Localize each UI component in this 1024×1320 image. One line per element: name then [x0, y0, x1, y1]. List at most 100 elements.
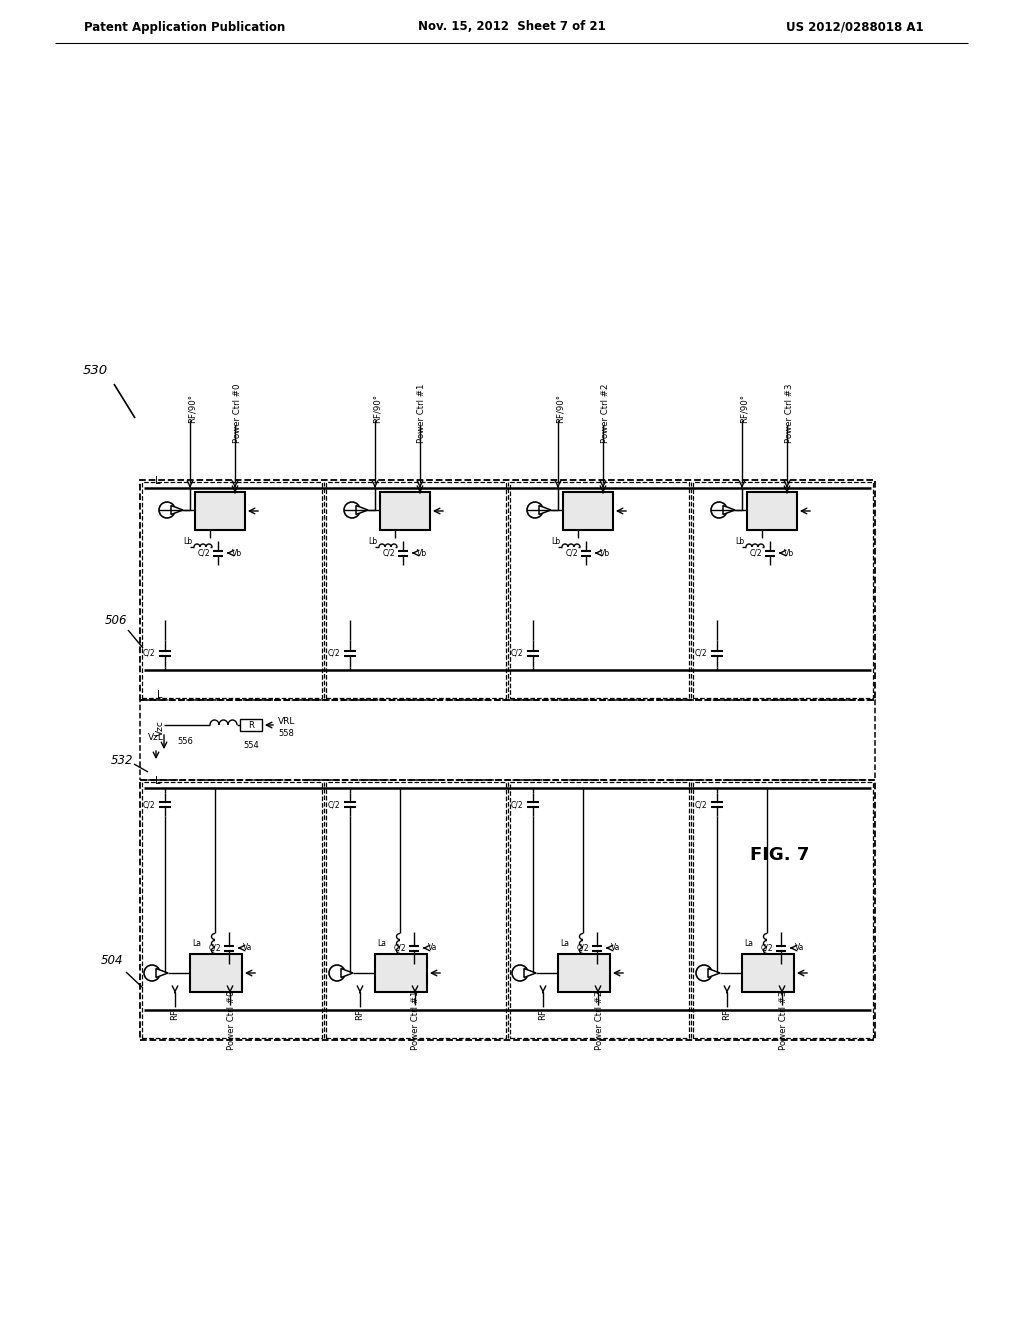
Bar [142, 781, 322, 1038]
Circle shape [711, 502, 727, 517]
Polygon shape [723, 506, 735, 515]
Text: Lb: Lb [551, 537, 560, 546]
Text: C/2: C/2 [750, 549, 762, 557]
Circle shape [329, 965, 345, 981]
Bar [140, 700, 874, 780]
Bar [693, 781, 873, 1038]
Text: Power Ctrl #0: Power Ctrl #0 [232, 383, 242, 442]
Text: VzL: VzL [148, 734, 164, 742]
Text: Lb: Lb [183, 537, 193, 546]
Text: C/2: C/2 [142, 800, 155, 809]
Text: FIG. 7: FIG. 7 [751, 846, 810, 865]
Text: Va: Va [795, 944, 805, 953]
Text: Vb: Vb [417, 549, 427, 557]
Text: R: R [248, 721, 254, 730]
Bar [326, 482, 506, 698]
Text: 506: 506 [104, 614, 127, 627]
Text: C/2: C/2 [694, 800, 707, 809]
Bar [380, 492, 430, 531]
Bar [142, 482, 322, 698]
Polygon shape [171, 506, 183, 515]
Polygon shape [708, 969, 720, 978]
Bar [190, 954, 242, 993]
Text: Vzc: Vzc [156, 721, 165, 737]
Text: L: L [158, 690, 163, 700]
Text: Va: Va [428, 944, 437, 953]
Text: La: La [193, 939, 201, 948]
Bar [240, 719, 262, 731]
Text: Lb: Lb [368, 537, 377, 546]
Text: C/2: C/2 [761, 944, 773, 953]
Text: 530: 530 [83, 363, 108, 376]
Circle shape [159, 502, 175, 517]
Bar [140, 780, 874, 1040]
Text: C/2: C/2 [142, 649, 155, 657]
Circle shape [512, 965, 528, 981]
Bar [510, 482, 689, 698]
Text: VRL: VRL [278, 717, 295, 726]
Text: Vb: Vb [784, 549, 795, 557]
Text: Power Ctrl #1: Power Ctrl #1 [418, 383, 427, 442]
Text: Power Ctrl #1: Power Ctrl #1 [412, 990, 421, 1049]
Circle shape [527, 502, 543, 517]
Text: C/2: C/2 [694, 649, 707, 657]
Text: 532: 532 [111, 754, 133, 767]
Bar [375, 954, 427, 993]
Bar [563, 492, 613, 531]
Polygon shape [356, 506, 368, 515]
Text: Vb: Vb [232, 549, 242, 557]
Text: Patent Application Publication: Patent Application Publication [84, 21, 286, 33]
Text: C/2: C/2 [393, 944, 406, 953]
Text: La: La [560, 939, 569, 948]
Bar [693, 482, 873, 698]
Text: L: L [156, 477, 161, 486]
Text: Nov. 15, 2012  Sheet 7 of 21: Nov. 15, 2012 Sheet 7 of 21 [418, 21, 606, 33]
Text: Vb: Vb [600, 549, 610, 557]
Text: C/2: C/2 [565, 549, 578, 557]
Text: C/2: C/2 [510, 800, 523, 809]
Text: RF: RF [539, 1010, 548, 1020]
Bar [558, 954, 610, 993]
Text: Power Ctrl #2: Power Ctrl #2 [595, 990, 603, 1049]
Text: US 2012/0288018 A1: US 2012/0288018 A1 [786, 21, 924, 33]
Text: La: La [377, 939, 386, 948]
Polygon shape [341, 969, 353, 978]
Bar [326, 781, 506, 1038]
Text: C/2: C/2 [208, 944, 221, 953]
Text: RF/90°: RF/90° [187, 393, 197, 422]
Text: Lb: Lb [735, 537, 744, 546]
Text: RF: RF [355, 1010, 365, 1020]
Text: 558: 558 [278, 729, 294, 738]
Circle shape [144, 965, 160, 981]
Circle shape [344, 502, 360, 517]
Text: 554: 554 [243, 742, 259, 751]
Text: La: La [744, 939, 753, 948]
Text: L: L [156, 776, 161, 785]
Text: Power Ctrl #3: Power Ctrl #3 [778, 990, 787, 1049]
Bar [195, 492, 245, 531]
Text: C/2: C/2 [328, 800, 340, 809]
Bar [742, 954, 794, 993]
Polygon shape [539, 506, 551, 515]
Text: C/2: C/2 [382, 549, 395, 557]
Text: Va: Va [611, 944, 621, 953]
Bar [140, 480, 874, 700]
Bar [746, 492, 797, 531]
Circle shape [696, 965, 712, 981]
Text: RF: RF [171, 1010, 179, 1020]
Text: RF: RF [723, 1010, 731, 1020]
Text: RF/90°: RF/90° [555, 393, 564, 422]
Polygon shape [156, 969, 168, 978]
Text: 556: 556 [177, 738, 193, 747]
Text: RF/90°: RF/90° [373, 393, 382, 422]
Text: Power Ctrl #3: Power Ctrl #3 [784, 383, 794, 442]
Text: Power Ctrl #2: Power Ctrl #2 [600, 383, 609, 442]
Text: C/2: C/2 [510, 649, 523, 657]
Text: Va: Va [243, 944, 252, 953]
Text: C/2: C/2 [328, 649, 340, 657]
Text: Power Ctrl #0: Power Ctrl #0 [226, 990, 236, 1049]
Text: 504: 504 [100, 953, 123, 966]
Text: C/2: C/2 [198, 549, 210, 557]
Text: RF/90°: RF/90° [739, 393, 749, 422]
Bar [510, 781, 689, 1038]
